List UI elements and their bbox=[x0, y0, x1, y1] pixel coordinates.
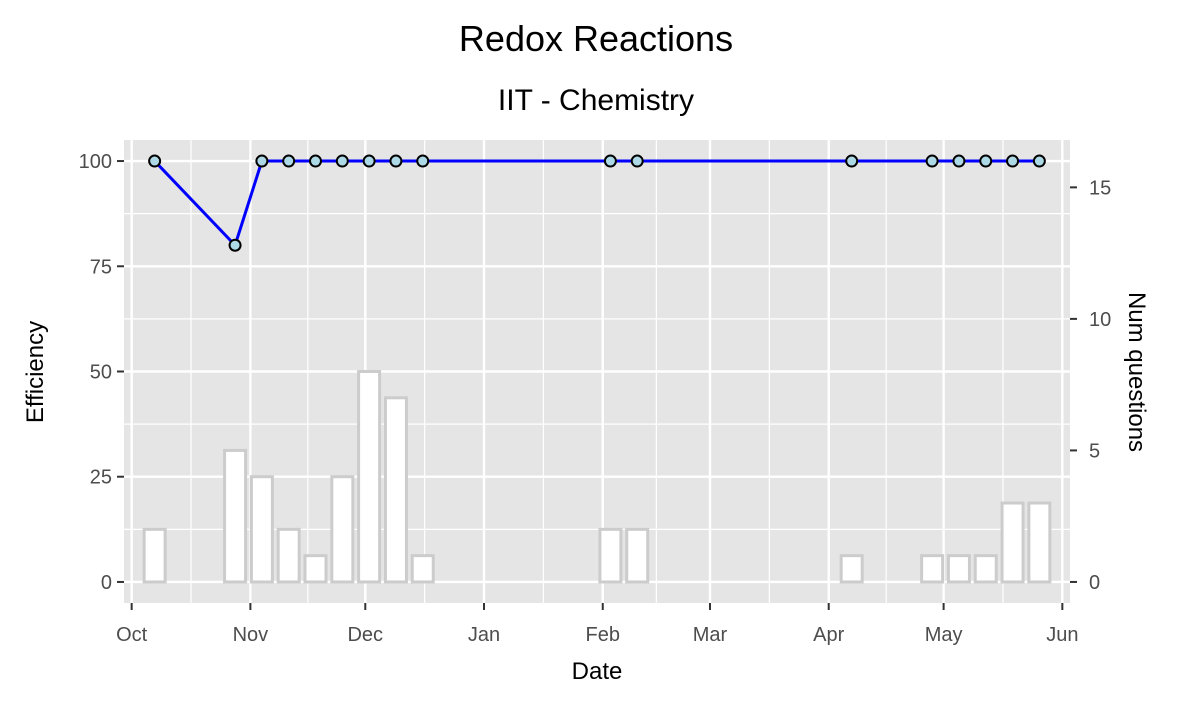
bar bbox=[839, 554, 864, 584]
axes: Oct Nov Dec Jan Feb Mar Apr May Jun 0 25 50 75 100 0 5 1… bbox=[79, 151, 1112, 646]
bar bbox=[330, 475, 355, 584]
x-tick-label: Feb bbox=[586, 624, 620, 646]
bar bbox=[973, 554, 998, 584]
bar bbox=[920, 554, 945, 584]
bar bbox=[1000, 501, 1025, 584]
bar bbox=[276, 527, 301, 584]
x-tick-label: Oct bbox=[116, 624, 148, 646]
y-right-tick-label: 10 bbox=[1089, 309, 1111, 331]
x-tick-label: Nov bbox=[233, 624, 269, 646]
bar bbox=[142, 527, 167, 584]
y-axis-left-title: Efficiency bbox=[22, 321, 49, 423]
efficiency-point bbox=[952, 154, 966, 168]
y-left-tick-label: 25 bbox=[90, 467, 112, 489]
bar bbox=[625, 527, 650, 584]
x-axis-title: Date bbox=[572, 658, 623, 685]
bar bbox=[249, 475, 274, 584]
efficiency-point bbox=[362, 154, 376, 168]
y-left-tick-label: 75 bbox=[90, 256, 112, 278]
y-right-tick-label: 15 bbox=[1089, 177, 1111, 199]
efficiency-point bbox=[603, 154, 617, 168]
bars bbox=[142, 370, 1052, 584]
bar bbox=[1027, 501, 1052, 584]
bar bbox=[410, 554, 435, 584]
x-tick-label: Dec bbox=[347, 624, 383, 646]
bar bbox=[303, 554, 328, 584]
efficiency-point bbox=[228, 238, 242, 252]
chart-subtitle: IIT - Chemistry bbox=[498, 84, 694, 117]
y-left-tick-label: 50 bbox=[90, 362, 112, 384]
efficiency-point bbox=[416, 154, 430, 168]
efficiency-point bbox=[845, 154, 859, 168]
efficiency-point bbox=[630, 154, 644, 168]
y-left-tick-label: 100 bbox=[79, 151, 112, 173]
bar bbox=[598, 527, 623, 584]
bar bbox=[946, 554, 971, 584]
x-tick-label: Mar bbox=[693, 624, 728, 646]
efficiency-points bbox=[148, 154, 1046, 252]
y-right-tick-label: 0 bbox=[1089, 572, 1100, 594]
y-right-tick-label: 5 bbox=[1089, 440, 1100, 462]
x-tick-label: Apr bbox=[813, 624, 844, 646]
chart-title: Redox Reactions bbox=[459, 18, 733, 59]
y-left-tick-label: 0 bbox=[101, 572, 112, 594]
efficiency-point bbox=[335, 154, 349, 168]
bar bbox=[357, 370, 382, 584]
efficiency-point bbox=[389, 154, 403, 168]
y-axis-right-title: Num questions bbox=[1123, 292, 1150, 452]
efficiency-point bbox=[308, 154, 322, 168]
efficiency-point bbox=[925, 154, 939, 168]
x-tick-label: May bbox=[925, 624, 963, 646]
efficiency-point bbox=[1032, 154, 1046, 168]
efficiency-point bbox=[1006, 154, 1020, 168]
efficiency-point bbox=[979, 154, 993, 168]
bar bbox=[223, 448, 248, 584]
efficiency-point bbox=[148, 154, 162, 168]
x-tick-label: Jun bbox=[1046, 624, 1078, 646]
efficiency-point bbox=[255, 154, 269, 168]
bar bbox=[383, 396, 408, 584]
x-tick-label: Jan bbox=[468, 624, 500, 646]
efficiency-point bbox=[282, 154, 296, 168]
